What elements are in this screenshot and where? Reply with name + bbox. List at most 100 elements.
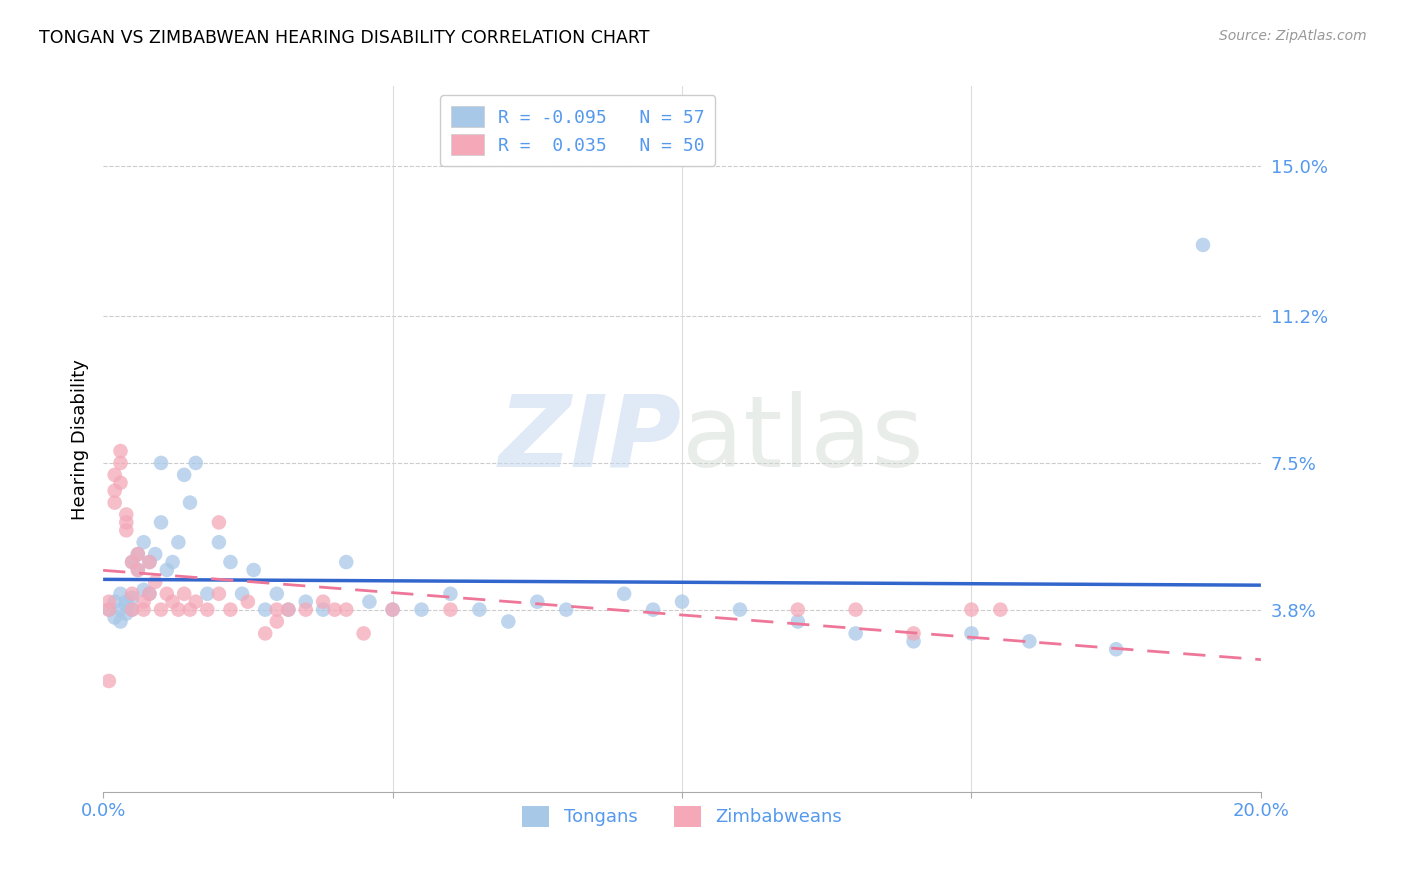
Point	[127, 563, 149, 577]
Point	[468, 602, 491, 616]
Point	[1105, 642, 1128, 657]
Point	[156, 563, 179, 577]
Point	[104, 610, 127, 624]
Text: ZIP: ZIP	[499, 391, 682, 488]
Point	[97, 602, 120, 616]
Point	[110, 475, 132, 490]
Point	[150, 516, 173, 530]
Point	[150, 456, 173, 470]
Point	[219, 555, 242, 569]
Point	[115, 607, 138, 621]
Point	[138, 555, 160, 569]
Point	[115, 516, 138, 530]
Point	[294, 595, 316, 609]
Text: Source: ZipAtlas.com: Source: ZipAtlas.com	[1219, 29, 1367, 43]
Point	[990, 602, 1012, 616]
Text: atlas: atlas	[682, 391, 924, 488]
Point	[110, 615, 132, 629]
Point	[110, 602, 132, 616]
Point	[266, 602, 288, 616]
Point	[115, 595, 138, 609]
Point	[179, 495, 201, 509]
Point	[115, 599, 138, 613]
Point	[167, 602, 190, 616]
Point	[97, 673, 120, 688]
Point	[312, 602, 335, 616]
Point	[1018, 634, 1040, 648]
Point	[254, 626, 277, 640]
Point	[121, 555, 143, 569]
Point	[143, 547, 166, 561]
Point	[173, 587, 195, 601]
Point	[555, 602, 578, 616]
Point	[110, 444, 132, 458]
Point	[323, 602, 346, 616]
Point	[312, 595, 335, 609]
Point	[143, 574, 166, 589]
Point	[110, 456, 132, 470]
Point	[121, 555, 143, 569]
Point	[173, 467, 195, 482]
Point	[254, 602, 277, 616]
Point	[104, 467, 127, 482]
Point	[903, 626, 925, 640]
Point	[104, 495, 127, 509]
Point	[150, 602, 173, 616]
Point	[208, 535, 231, 549]
Point	[127, 547, 149, 561]
Point	[110, 587, 132, 601]
Point	[195, 602, 218, 616]
Point	[294, 602, 316, 616]
Point	[208, 587, 231, 601]
Legend: Tongans, Zimbabweans: Tongans, Zimbabweans	[515, 798, 849, 834]
Y-axis label: Hearing Disability: Hearing Disability	[72, 359, 89, 520]
Point	[132, 595, 155, 609]
Point	[115, 524, 138, 538]
Point	[121, 602, 143, 616]
Point	[104, 483, 127, 498]
Point	[381, 602, 404, 616]
Point	[335, 555, 357, 569]
Point	[231, 587, 253, 601]
Point	[121, 591, 143, 605]
Point	[127, 547, 149, 561]
Point	[132, 602, 155, 616]
Point	[104, 595, 127, 609]
Point	[845, 602, 868, 616]
Point	[526, 595, 548, 609]
Point	[335, 602, 357, 616]
Point	[162, 595, 184, 609]
Point	[162, 555, 184, 569]
Point	[671, 595, 693, 609]
Point	[786, 615, 808, 629]
Point	[121, 602, 143, 616]
Point	[728, 602, 751, 616]
Point	[179, 602, 201, 616]
Point	[359, 595, 381, 609]
Point	[132, 582, 155, 597]
Point	[960, 626, 983, 640]
Point	[845, 626, 868, 640]
Point	[167, 535, 190, 549]
Point	[121, 587, 143, 601]
Point	[156, 587, 179, 601]
Text: TONGAN VS ZIMBABWEAN HEARING DISABILITY CORRELATION CHART: TONGAN VS ZIMBABWEAN HEARING DISABILITY …	[39, 29, 650, 46]
Point	[97, 602, 120, 616]
Point	[277, 602, 299, 616]
Point	[439, 587, 461, 601]
Point	[903, 634, 925, 648]
Point	[1192, 238, 1215, 252]
Point	[960, 602, 983, 616]
Point	[115, 508, 138, 522]
Point	[381, 602, 404, 616]
Point	[132, 535, 155, 549]
Point	[439, 602, 461, 616]
Point	[127, 563, 149, 577]
Point	[195, 587, 218, 601]
Point	[266, 587, 288, 601]
Point	[184, 456, 207, 470]
Point	[277, 602, 299, 616]
Point	[786, 602, 808, 616]
Point	[242, 563, 264, 577]
Point	[613, 587, 636, 601]
